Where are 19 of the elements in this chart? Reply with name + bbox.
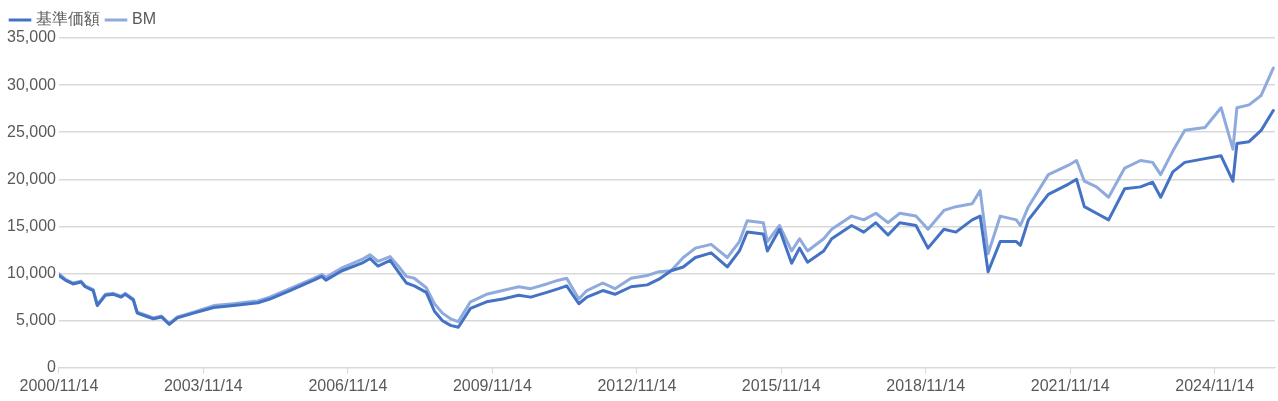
y-tick-label: 5,000	[15, 311, 57, 329]
y-tick-label: 15,000	[7, 216, 57, 234]
x-tick-label: 2009/11/14	[452, 376, 532, 394]
y-tick-label: 20,000	[7, 169, 57, 187]
x-tick-label: 2018/11/14	[886, 376, 966, 394]
x-tick-label: 2000/11/14	[19, 376, 99, 394]
x-tick-label: 2015/11/14	[741, 376, 821, 394]
x-tick-label: 2012/11/14	[597, 376, 677, 394]
x-tick-label: 2006/11/14	[308, 376, 388, 394]
y-tick-label: 30,000	[7, 75, 57, 93]
legend-label: BM	[132, 10, 156, 28]
x-tick-label: 2003/11/14	[163, 376, 243, 394]
x-tick-label: 2021/11/14	[1030, 376, 1110, 394]
y-tick-label: 25,000	[7, 122, 57, 140]
y-tick-label: 0	[47, 358, 57, 376]
x-tick-label: 2024/11/14	[1175, 376, 1255, 394]
y-tick-label: 10,000	[7, 263, 57, 281]
y-tick-label: 35,000	[7, 28, 57, 46]
legend-label: 基準価額	[36, 10, 100, 28]
